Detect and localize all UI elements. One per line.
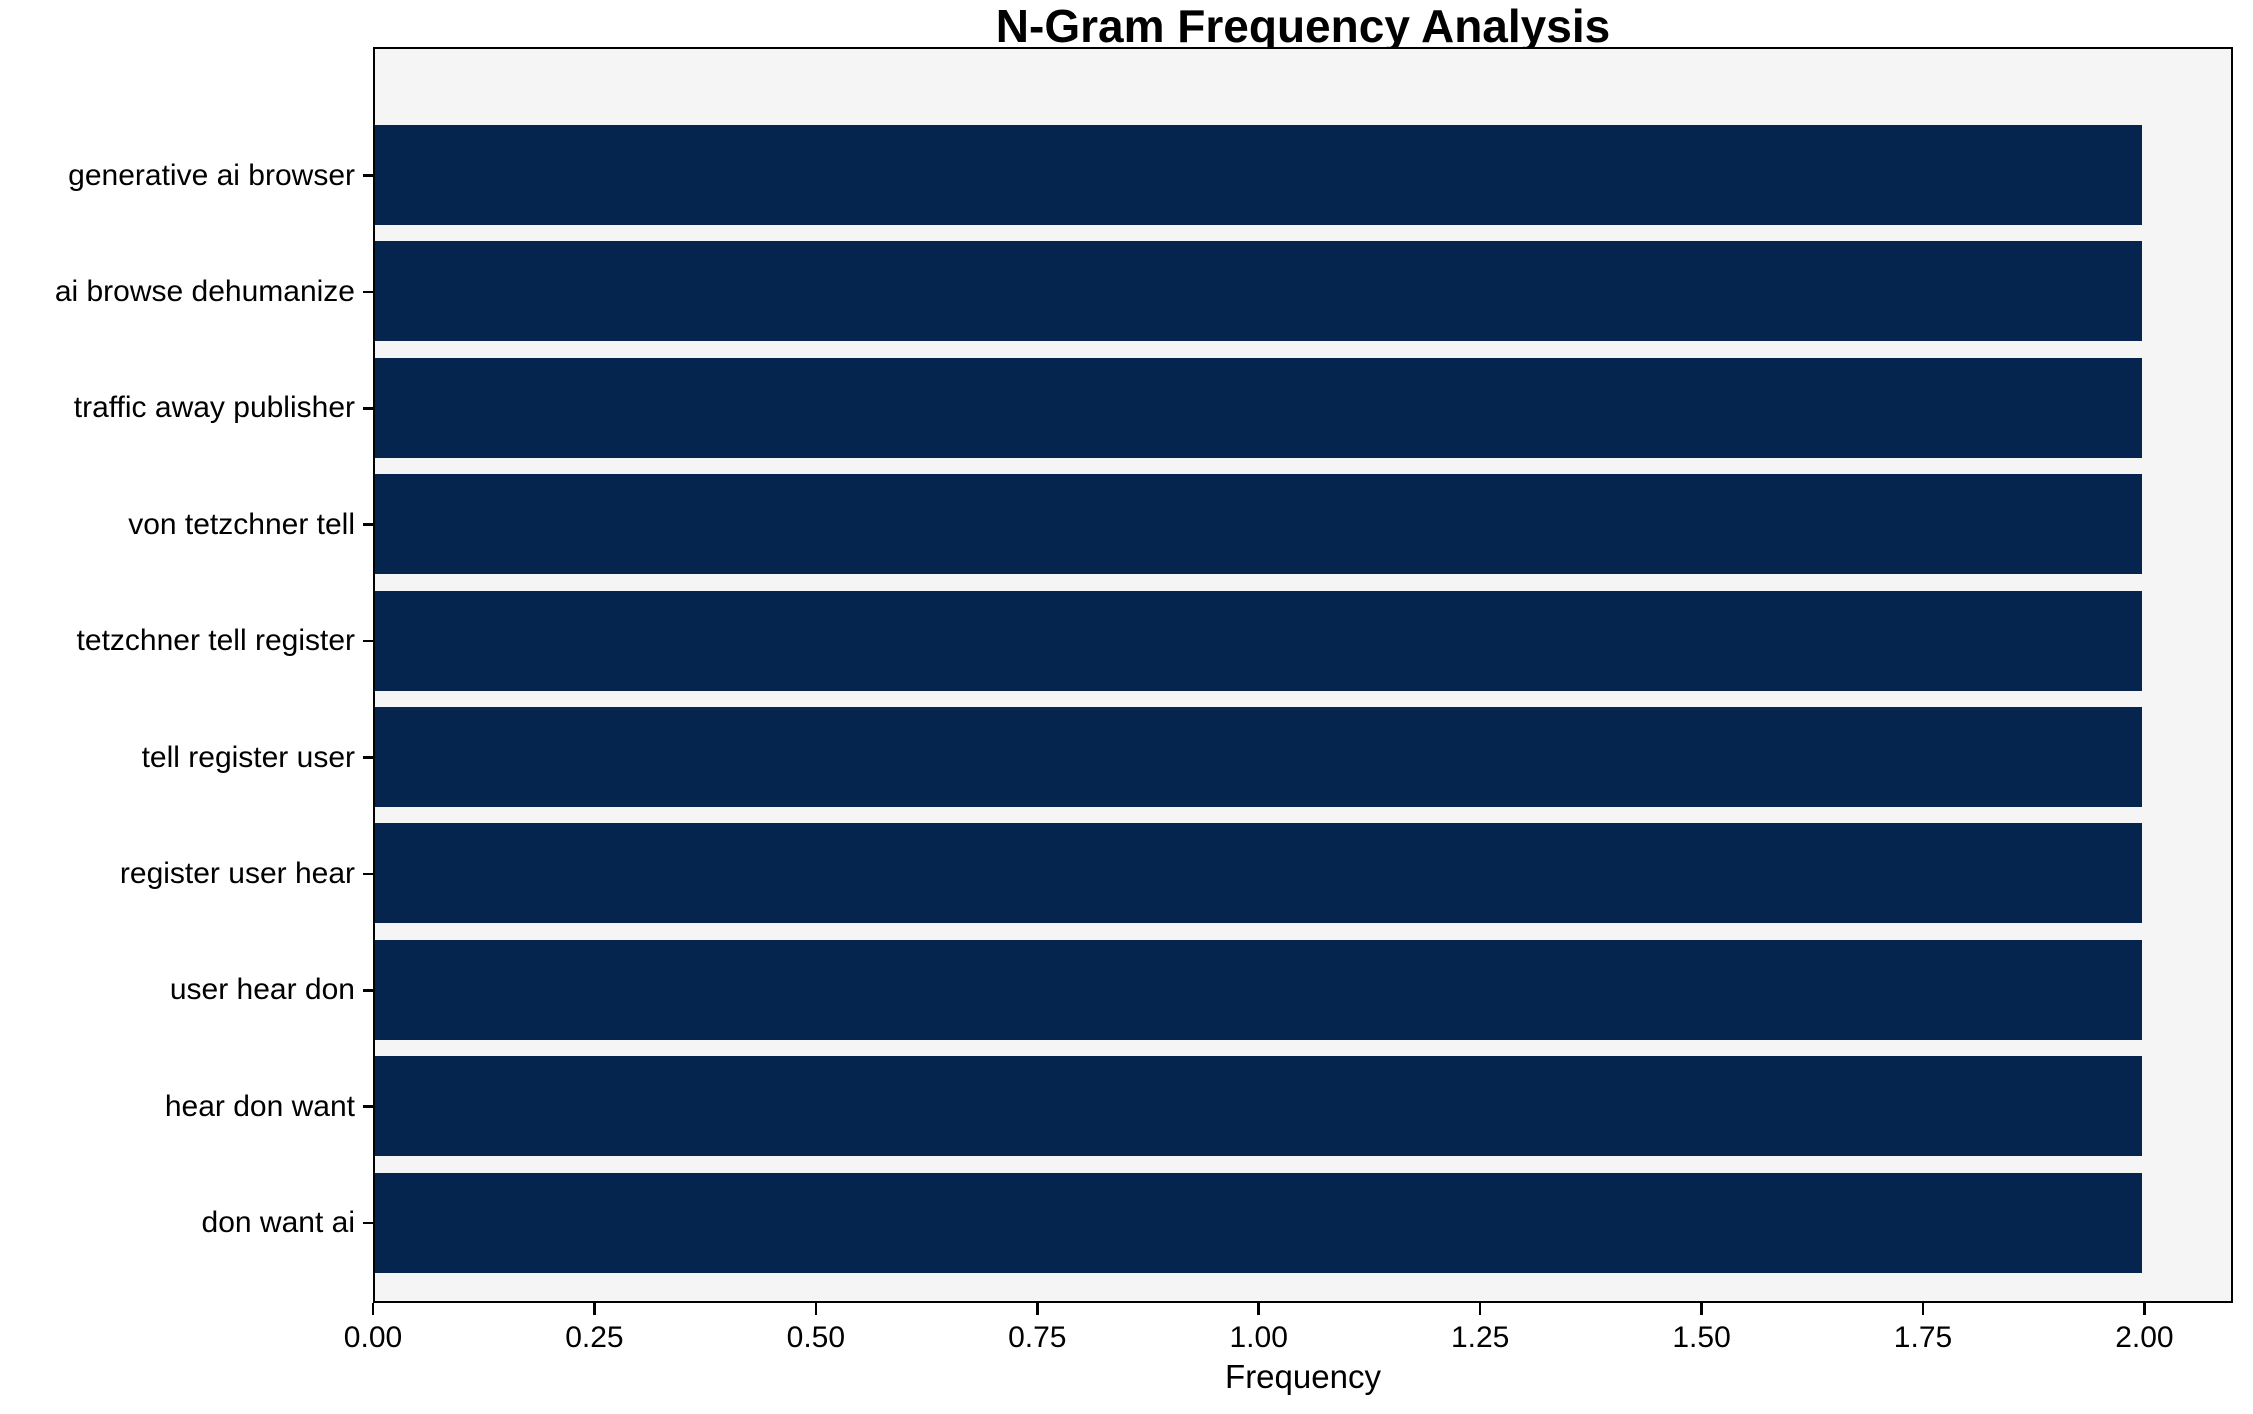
- bar: [375, 707, 2142, 807]
- y-tick-mark: [363, 1221, 373, 1225]
- x-tick-mark: [371, 1303, 375, 1315]
- x-tick-label: 1.25: [1450, 1321, 1510, 1354]
- y-tick-label: traffic away publisher: [73, 391, 355, 425]
- x-tick-mark: [814, 1303, 818, 1315]
- y-tick-label: von tetzchner tell: [128, 507, 355, 541]
- y-tick-label: ai browse dehumanize: [54, 274, 355, 308]
- x-tick-label: 0.75: [1008, 1321, 1067, 1354]
- bar: [375, 241, 2142, 342]
- x-tick-label: 2.00: [2115, 1321, 2174, 1354]
- x-tick-mark: [1478, 1303, 1482, 1315]
- x-tick-label: 0.25: [565, 1321, 624, 1354]
- plot-area: [373, 47, 2233, 1303]
- y-tick-label: register user hear: [119, 856, 355, 890]
- y-tick-mark: [363, 290, 373, 294]
- bar: [375, 474, 2142, 575]
- x-tick-mark: [1257, 1303, 1260, 1315]
- y-tick-label: tell register user: [141, 740, 355, 774]
- bar: [375, 1172, 2142, 1273]
- y-tick-label: hear don want: [164, 1089, 355, 1123]
- y-tick-mark: [363, 989, 373, 992]
- x-tick-mark: [2143, 1303, 2146, 1315]
- y-tick-label: tetzchner tell register: [76, 624, 355, 658]
- x-tick-mark: [1700, 1303, 1703, 1315]
- bar: [375, 823, 2142, 924]
- x-tick-label: 0.00: [343, 1321, 403, 1354]
- x-tick-mark: [593, 1303, 596, 1315]
- x-tick-label: 1.75: [1893, 1321, 1953, 1354]
- y-tick-label: generative ai browser: [68, 158, 355, 192]
- bar: [375, 590, 2142, 691]
- y-tick-mark: [363, 407, 373, 410]
- x-tick-mark: [1921, 1303, 1925, 1315]
- x-tick-mark: [1036, 1303, 1039, 1315]
- y-tick-mark: [363, 639, 373, 643]
- y-tick-mark: [363, 1105, 373, 1108]
- chart-title: N-Gram Frequency Analysis: [995, 0, 1611, 52]
- x-axis-label: Frequency: [1225, 1358, 1381, 1395]
- bar: [375, 1056, 2142, 1157]
- y-tick-label: don want ai: [201, 1206, 355, 1240]
- x-tick-label: 1.00: [1229, 1321, 1288, 1354]
- y-tick-mark: [363, 523, 373, 526]
- y-tick-label: user hear don: [169, 973, 355, 1007]
- bar: [375, 357, 2142, 458]
- y-tick-mark: [363, 174, 373, 177]
- bar: [375, 939, 2142, 1040]
- x-tick-label: 0.50: [786, 1321, 846, 1354]
- y-tick-mark: [363, 756, 373, 759]
- x-tick-label: 1.50: [1672, 1321, 1731, 1354]
- bar: [375, 125, 2142, 225]
- y-tick-mark: [363, 872, 373, 876]
